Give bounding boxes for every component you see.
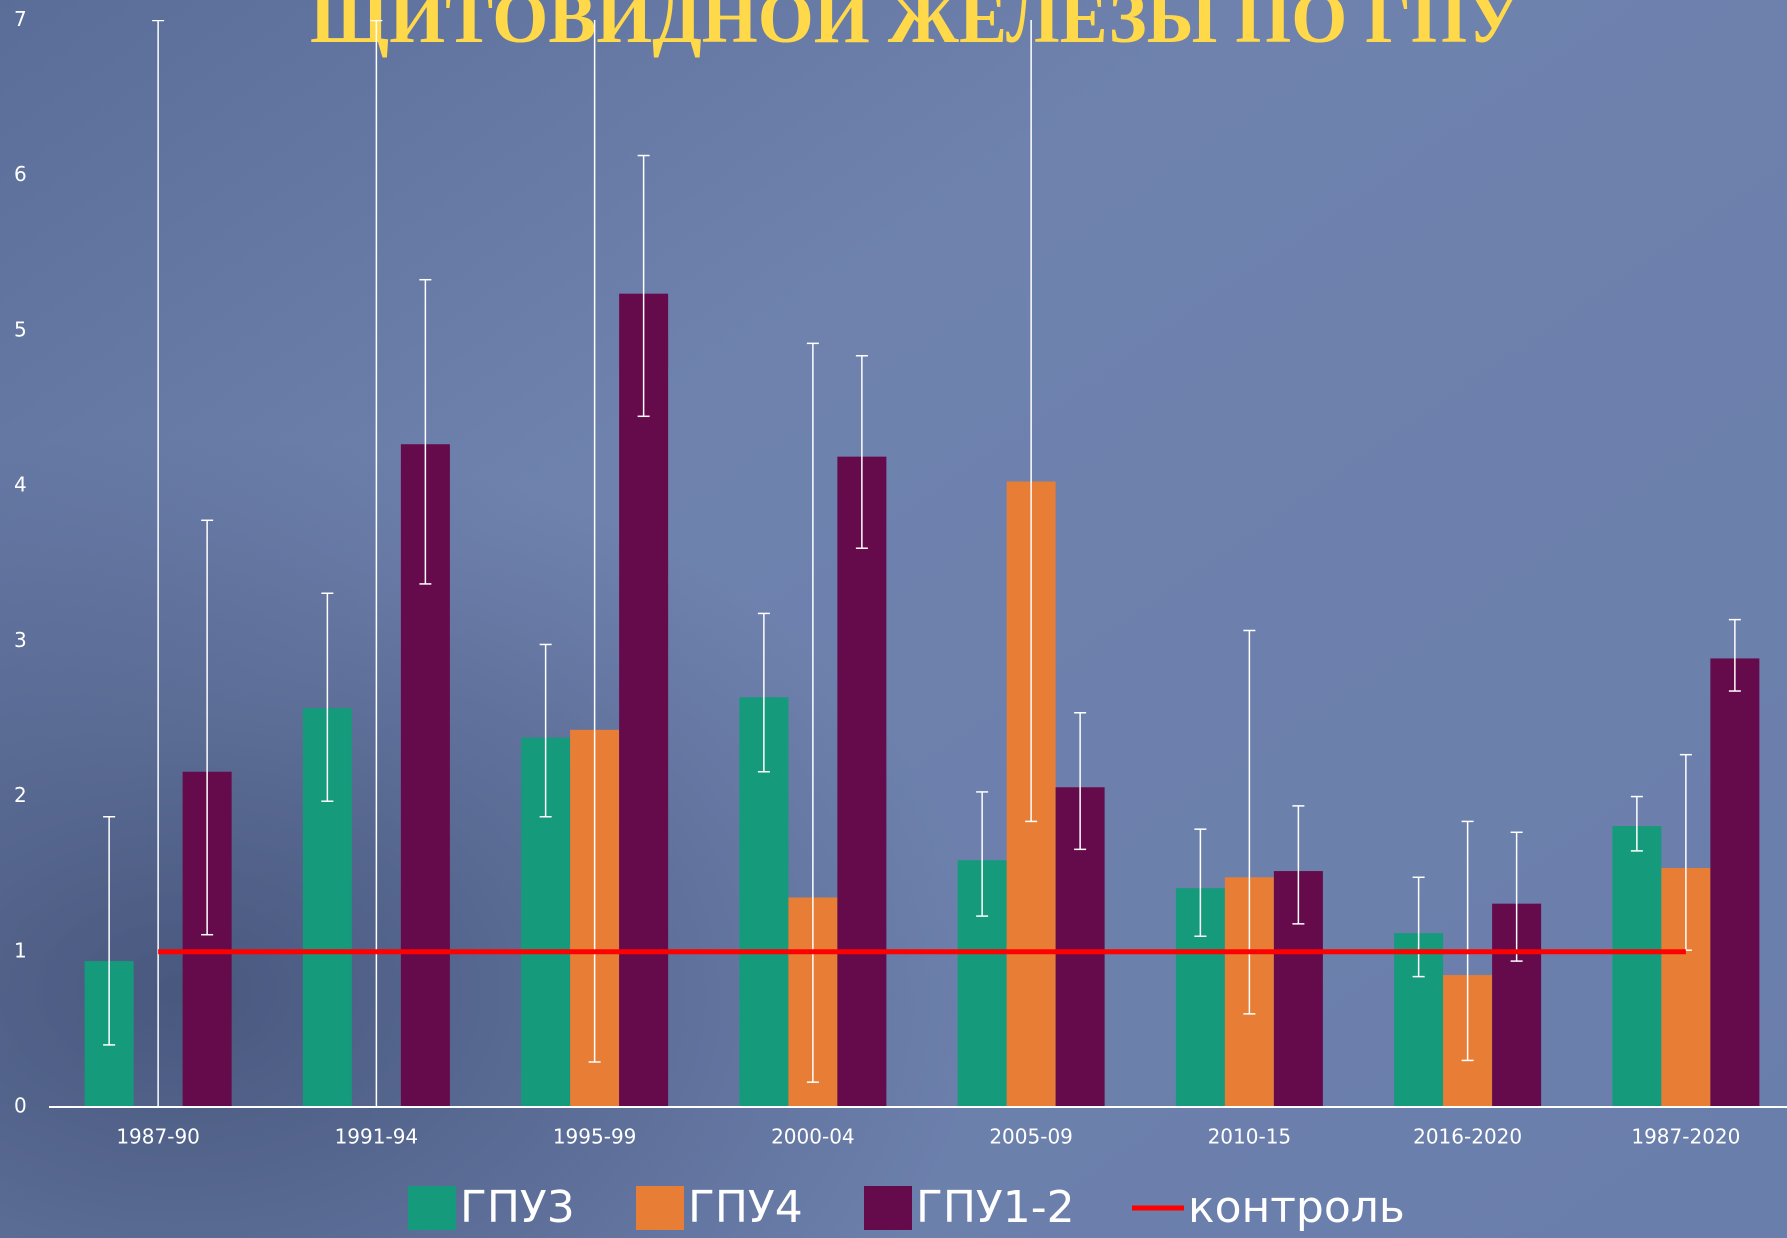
y-tick-label: 7 xyxy=(14,7,27,31)
y-tick-label: 4 xyxy=(14,473,27,497)
legend-swatch xyxy=(864,1186,912,1230)
x-tick-label: 2000-04 xyxy=(771,1125,855,1149)
x-tick-label: 1991-94 xyxy=(335,1125,419,1149)
y-tick-label: 0 xyxy=(14,1094,27,1118)
bar xyxy=(837,456,887,1108)
plot xyxy=(84,20,1760,1108)
legend-swatch xyxy=(408,1186,456,1230)
legend-label: ГПУ4 xyxy=(688,1182,803,1233)
y-tick-label: 3 xyxy=(14,628,27,652)
bar xyxy=(1612,826,1662,1107)
bar xyxy=(1710,658,1760,1107)
legend-label: ГПУ3 xyxy=(460,1182,575,1233)
chart-title: ЩИТОВИДНОЙ ЖЕЛЕЗЫ ПО ГПУ xyxy=(310,0,1520,58)
legend-label: контроль xyxy=(1188,1182,1405,1233)
x-tick-label: 2016-2020 xyxy=(1413,1125,1522,1149)
x-tick-label: 1995-99 xyxy=(553,1125,637,1149)
x-tick-label: 1987-2020 xyxy=(1631,1125,1740,1149)
y-tick-label: 6 xyxy=(14,162,27,186)
x-tick-label: 2010-15 xyxy=(1208,1125,1292,1149)
legend-swatch xyxy=(636,1186,684,1230)
legend-label: ГПУ1-2 xyxy=(916,1182,1075,1233)
bar xyxy=(619,293,669,1108)
x-tick-label: 1987-90 xyxy=(116,1125,200,1149)
y-tick-label: 5 xyxy=(14,317,27,341)
x-tick-label: 2005-09 xyxy=(989,1125,1073,1149)
y-tick-label: 2 xyxy=(14,783,27,807)
y-tick-label: 1 xyxy=(14,938,27,962)
